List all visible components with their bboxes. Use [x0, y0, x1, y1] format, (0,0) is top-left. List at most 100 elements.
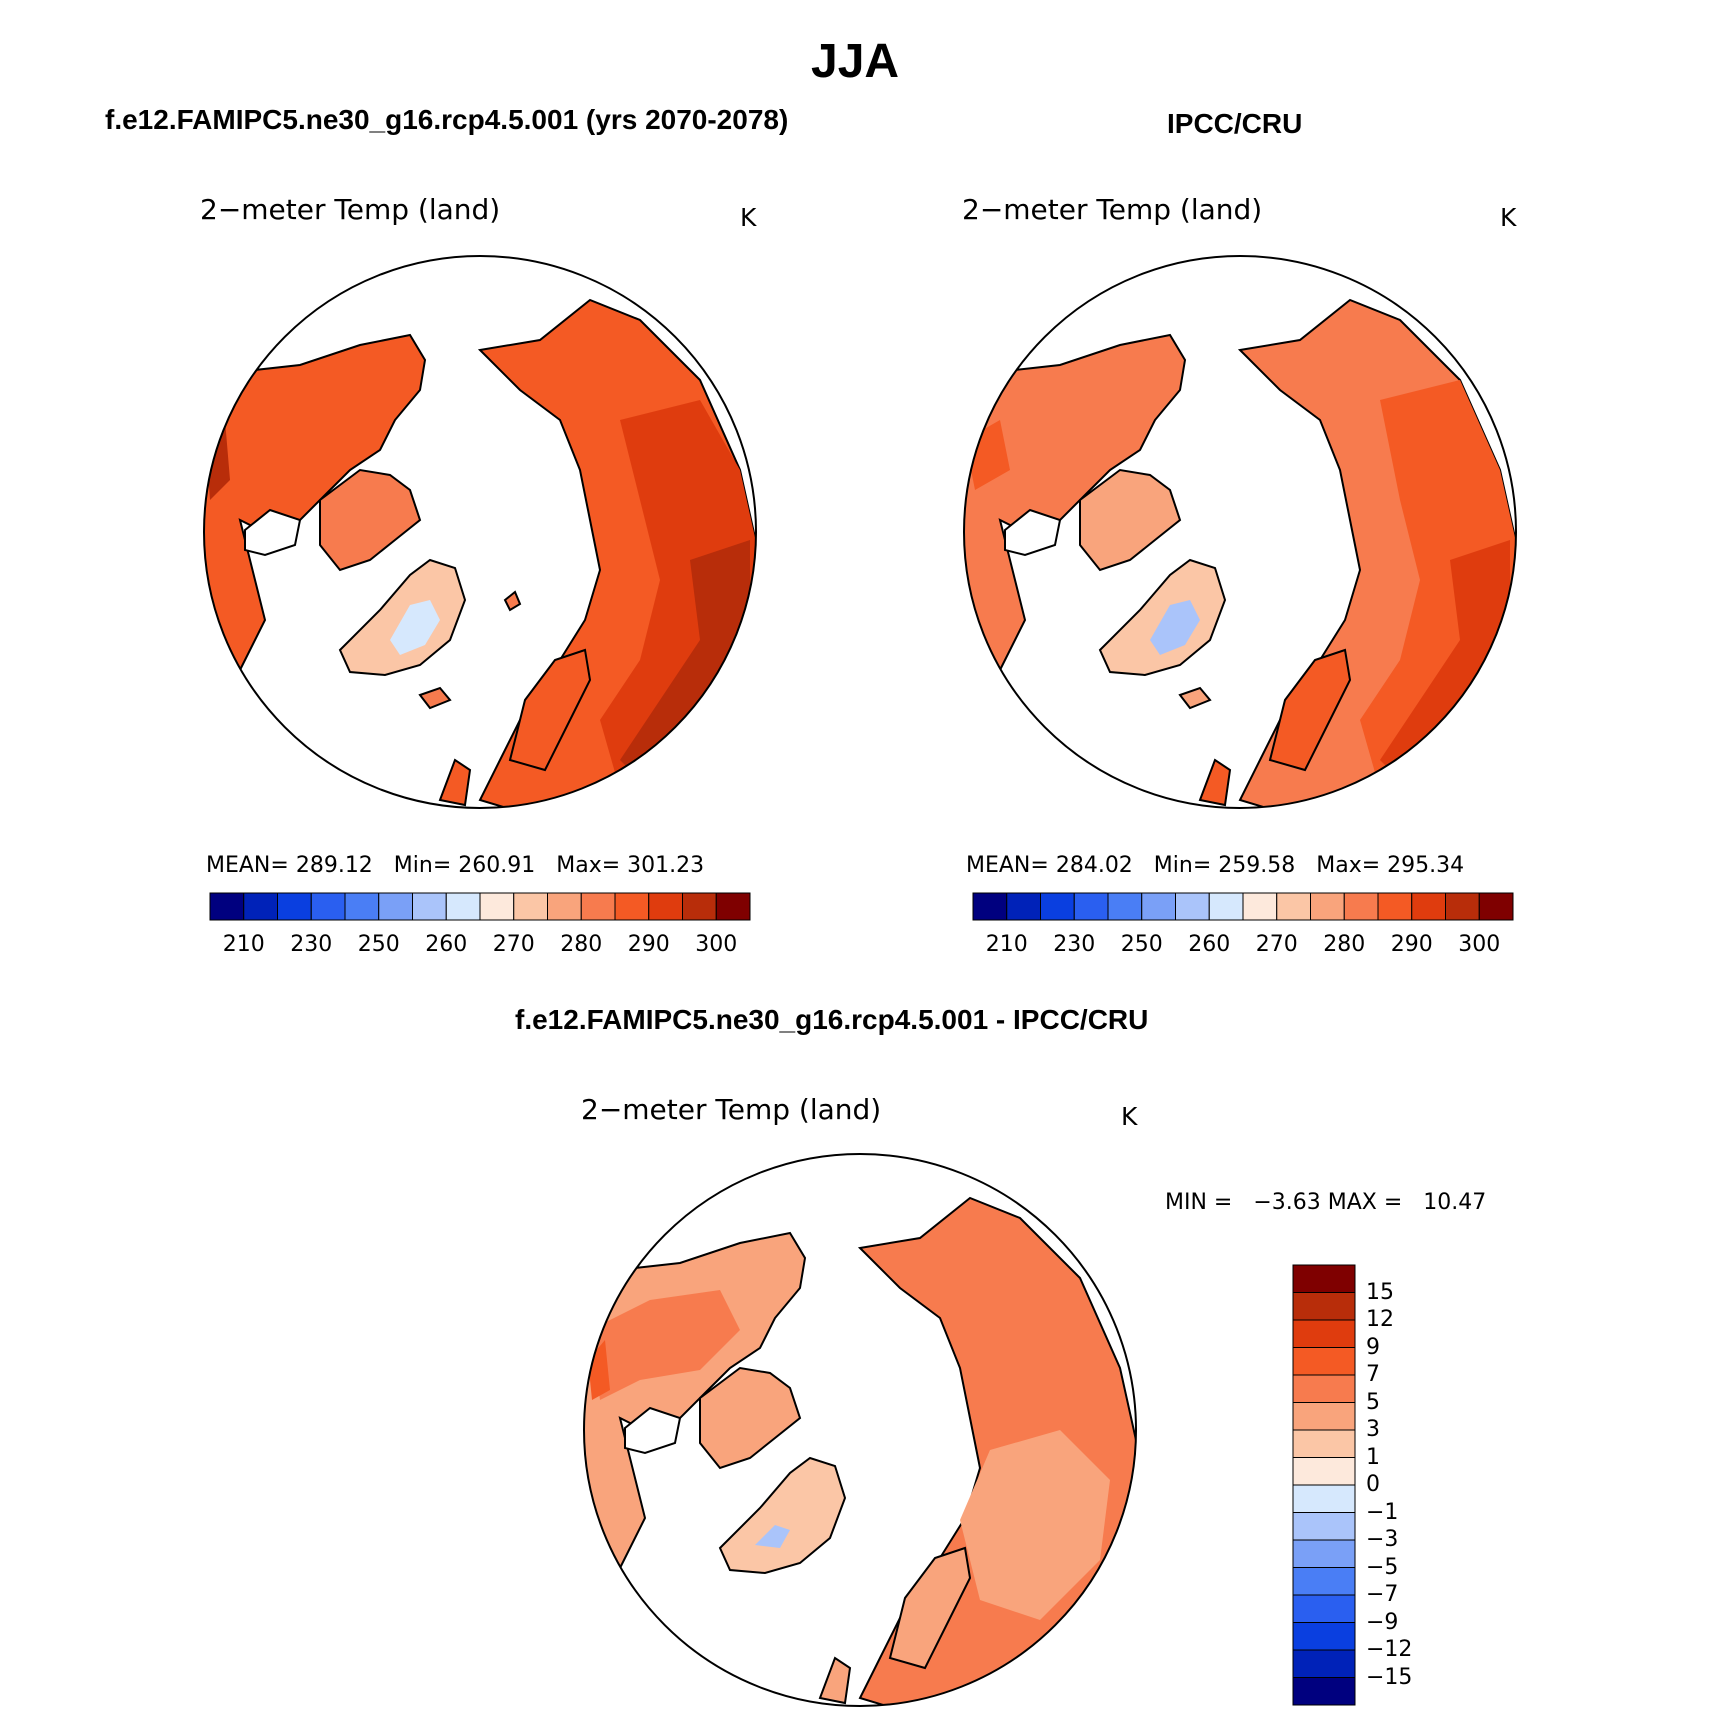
right-cb-swatch-6 — [1175, 892, 1210, 921]
right-cb-tick-label: 270 — [1255, 932, 1298, 957]
left-cb-tick-label: 270 — [492, 932, 535, 957]
diff-hudson-bay — [624, 1406, 682, 1455]
left-north-america — [204, 333, 427, 672]
diff-greenland — [718, 1456, 847, 1575]
diff-cb-tick-label: 1 — [1366, 1444, 1380, 1470]
diff-case-title: f.e12.FAMIPC5.ne30_g16.rcp4.5.001 - IPCC… — [515, 1004, 1149, 1035]
left-arctic-islands — [319, 468, 422, 572]
right-cb-tick-label: 280 — [1323, 932, 1366, 957]
left-svalbard — [503, 590, 522, 612]
right-cb-swatch-10 — [1310, 892, 1345, 921]
diff-cb-tick-label: −3 — [1366, 1527, 1399, 1552]
diff-cb-swatch-10 — [1292, 1539, 1356, 1568]
diff-cb-tick-label: 12 — [1366, 1307, 1394, 1332]
right-uk — [1198, 758, 1232, 807]
right-cb-swatch-9 — [1276, 892, 1311, 921]
left-cb-swatch-15 — [715, 892, 751, 921]
right-iceland — [1178, 686, 1212, 710]
right-mean-label: MEAN= — [966, 853, 1049, 878]
diff-max-value: 10.47 — [1423, 1190, 1487, 1215]
diff-scandinavia — [888, 1546, 972, 1670]
diff-cb-tick-label: −1 — [1366, 1499, 1399, 1525]
left-iceland — [418, 686, 452, 710]
diff-uk — [818, 1656, 852, 1705]
left-mean-value: 289.12 — [295, 853, 373, 878]
diff-cb-tick-label: 5 — [1366, 1389, 1380, 1415]
left-cb-swatch-1 — [243, 892, 278, 921]
right-cb-tick-label: 230 — [1053, 932, 1096, 957]
right-greenland-ice — [1150, 600, 1200, 655]
left-eurasia-hot — [600, 400, 756, 790]
right-map-border — [963, 255, 1517, 809]
left-cb-tick-label: 290 — [627, 932, 670, 957]
left-hudson-bay — [244, 508, 302, 557]
left-cb-swatch-4 — [344, 892, 380, 921]
diff-cb-tick-label: −7 — [1366, 1582, 1399, 1607]
left-min-label: Min= — [393, 853, 452, 878]
diff-map-border — [583, 1153, 1137, 1707]
left-cb-tick-label: 300 — [695, 932, 738, 957]
diff-cb-swatch-8 — [1292, 1484, 1356, 1513]
diff-cb-tick-label: 0 — [1366, 1472, 1380, 1497]
left-cb-swatch-14 — [682, 892, 717, 921]
right-cb-tick-label: 260 — [1188, 932, 1231, 957]
diff-cb-swatch-2 — [1292, 1319, 1356, 1348]
diff-cb-tick-label: 7 — [1366, 1362, 1380, 1387]
left-map — [203, 255, 757, 809]
right-hudson-bay — [1004, 508, 1062, 557]
right-case-title: IPCC/CRU — [1167, 108, 1303, 139]
diff-cb-tick-label: 3 — [1366, 1417, 1380, 1442]
right-map — [963, 255, 1517, 809]
diff-var-title: 2−meter Temp (land) — [581, 1093, 882, 1126]
right-cb-swatch-5 — [1141, 892, 1176, 921]
diff-arctic-islands — [699, 1366, 802, 1470]
right-cb-swatch-8 — [1242, 892, 1278, 921]
diff-cb-tick-label: −9 — [1366, 1609, 1399, 1635]
right-cb-swatch-11 — [1343, 892, 1379, 921]
right-eurasia-warm — [1360, 380, 1516, 790]
right-cb-swatch-0 — [972, 892, 1008, 921]
left-cb-swatch-12 — [614, 892, 650, 921]
right-min-value: 259.58 — [1218, 853, 1296, 878]
right-cb-swatch-3 — [1073, 892, 1109, 921]
diff-cb-swatch-1 — [1292, 1292, 1356, 1321]
left-cb-swatch-6 — [412, 892, 447, 921]
right-greenland — [1098, 558, 1227, 677]
left-var-title: 2−meter Temp (land) — [200, 193, 501, 226]
right-max-value: 295.34 — [1387, 853, 1465, 878]
right-north-america — [964, 333, 1187, 672]
left-cb-swatch-9 — [513, 892, 548, 921]
left-greenland-ice — [390, 600, 440, 655]
diff-max-label: MAX = — [1327, 1190, 1403, 1215]
diff-cb-swatch-14 — [1292, 1649, 1356, 1678]
diff-min-label: MIN = — [1165, 1190, 1233, 1215]
diff-min-value: −3.63 — [1253, 1190, 1321, 1215]
right-colorbar — [972, 892, 1514, 921]
left-cb-tick-label: 260 — [425, 932, 468, 957]
left-map-border — [203, 255, 757, 809]
diff-cb-swatch-12 — [1292, 1594, 1356, 1623]
diff-na-warm — [590, 1290, 740, 1400]
left-cb-tick-label: 230 — [290, 932, 333, 957]
left-max-label: Max= — [556, 853, 621, 878]
diff-colorbar — [1292, 1264, 1356, 1706]
right-units: K — [1500, 203, 1517, 232]
left-cb-swatch-0 — [209, 892, 245, 921]
right-cb-tick-label: 210 — [985, 932, 1028, 957]
right-arctic-islands — [1079, 468, 1182, 572]
left-uk — [438, 758, 472, 807]
left-cb-swatch-5 — [378, 892, 413, 921]
diff-cb-swatch-9 — [1292, 1512, 1356, 1541]
right-cb-swatch-4 — [1107, 892, 1143, 921]
diff-cb-swatch-11 — [1292, 1567, 1356, 1596]
right-cb-swatch-15 — [1478, 892, 1514, 921]
left-cb-swatch-3 — [310, 892, 346, 921]
right-cb-tick-label: 290 — [1390, 932, 1433, 957]
diff-cb-tick-label: 15 — [1366, 1279, 1394, 1305]
diff-cb-tick-label: −15 — [1366, 1664, 1413, 1690]
left-max-value: 301.23 — [627, 853, 705, 878]
right-cb-swatch-1 — [1006, 892, 1041, 921]
left-mean-label: MEAN= — [206, 853, 289, 878]
right-var-title: 2−meter Temp (land) — [962, 193, 1263, 226]
